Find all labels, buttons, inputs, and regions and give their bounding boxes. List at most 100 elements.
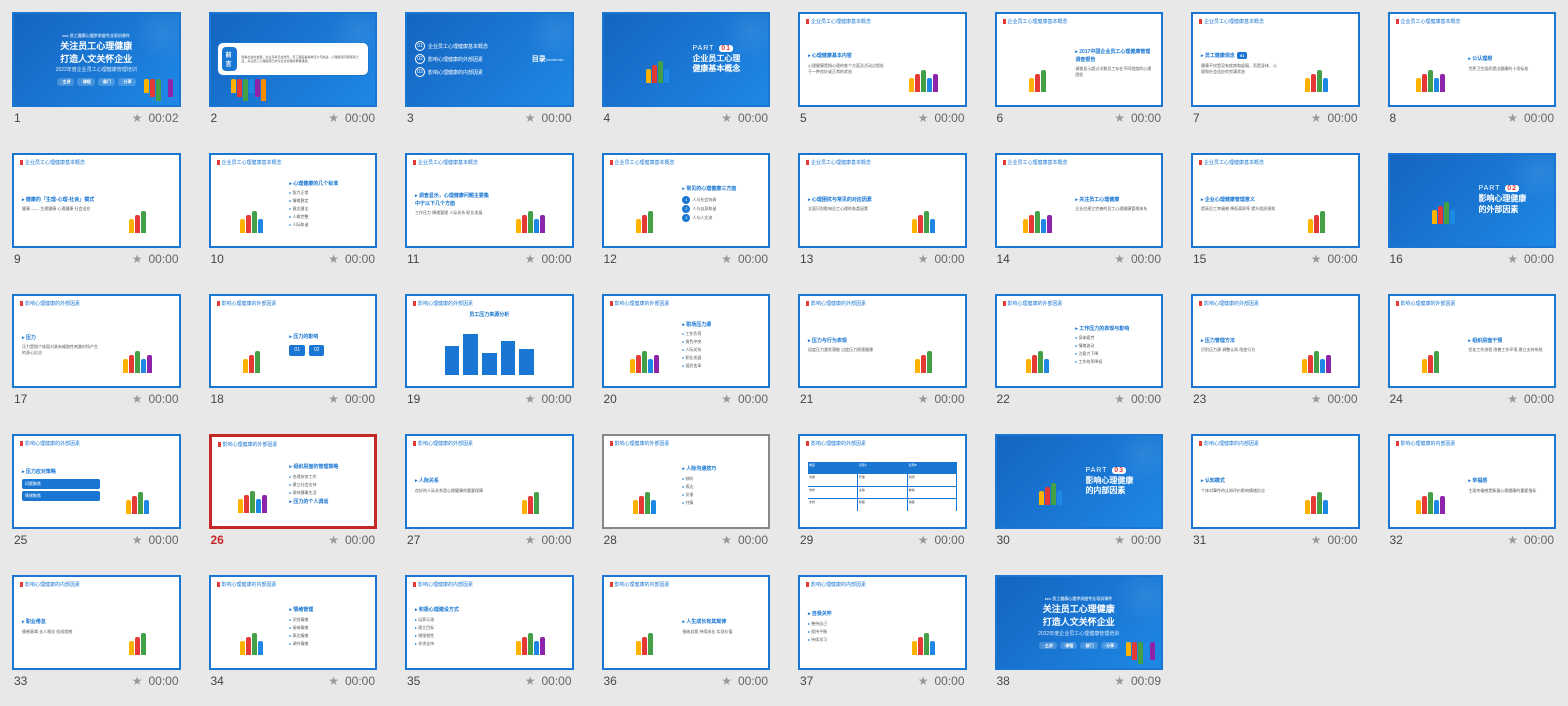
slide-thumbnail[interactable]: 影响心理健康的外部因素 ▸ 组织层面干预 优化工作流程 改善工作环境 建立支持系… xyxy=(1388,294,1557,389)
slide-number: 35 xyxy=(407,674,420,688)
slide-thumbnail[interactable]: PART 01 企业员工心理健康基本概念 xyxy=(602,12,771,107)
star-icon[interactable]: ★ xyxy=(1114,533,1125,547)
slide-thumbnail[interactable]: 影响心理健康的外部因素 ▸ 压力 压力是指个体面对具有威胁性刺激时所产生的身心反… xyxy=(12,294,181,389)
star-icon[interactable]: ★ xyxy=(328,252,339,266)
slide-thumbnail[interactable]: 影响心理健康的外部因素 ▸ 人际沟通技巧 倾听表达反馈共情 xyxy=(602,434,771,529)
slide-number: 23 xyxy=(1193,392,1206,406)
slide-duration: 00:00 xyxy=(934,111,964,125)
slide-info-row: 33 ★ 00:00 xyxy=(12,670,181,688)
slide-thumbnail[interactable]: 影响心理健康的内部因素 ▸ 积极心理建设方式 培养乐观建立目标增强韧性寻求支持 xyxy=(405,575,574,670)
slide-thumbnail[interactable]: 01企业员工心理健康基本概念02影响心理健康的外部因素03影响心理健康的内部因素… xyxy=(405,12,574,107)
star-icon[interactable]: ★ xyxy=(328,392,339,406)
star-icon[interactable]: ★ xyxy=(1311,392,1322,406)
slide-number: 37 xyxy=(800,674,813,688)
slide-thumbnail[interactable]: 企业员工心理健康基本概念 ▸ 心理健康的几个标准 智力正常情绪稳定意志健全人格完… xyxy=(209,153,378,248)
slide-thumbnail[interactable]: 企业员工心理健康基本概念 ▸ 心理困扰与常见的对应因素 全面识别影响员工心理的各… xyxy=(798,153,967,248)
slide-number: 38 xyxy=(997,674,1010,688)
star-icon[interactable]: ★ xyxy=(721,674,732,688)
slide-thumbnail[interactable]: 企业员工心理健康基本概念 ▸ 心理健康基本内容 心理健康是指心理的各个方面及活动… xyxy=(798,12,967,107)
star-icon[interactable]: ★ xyxy=(721,111,732,125)
slide-item: 影响心理健康的外部因素 ▸ 组织层面干预 优化工作流程 改善工作环境 建立支持系… xyxy=(1388,294,1557,407)
star-icon[interactable]: ★ xyxy=(1311,111,1322,125)
slide-thumbnail[interactable]: PART 02 影响心理健康的外部因素 xyxy=(1388,153,1557,248)
slide-number: 7 xyxy=(1193,111,1200,125)
slide-info-row: 9 ★ 00:00 xyxy=(12,248,181,266)
star-icon[interactable]: ★ xyxy=(328,674,339,688)
star-icon[interactable]: ★ xyxy=(328,111,339,125)
star-icon[interactable]: ★ xyxy=(1114,392,1125,406)
star-icon[interactable]: ★ xyxy=(132,111,143,125)
slide-thumbnail[interactable]: 影响心理健康的内部因素 ▸ 幸福感 主观幸福感是衡量心理健康的重要指标 xyxy=(1388,434,1557,529)
star-icon[interactable]: ★ xyxy=(918,252,929,266)
slide-thumbnail[interactable]: 影响心理健康的内部因素 ▸ 认知模式 个体对事件的认知评价影响情绪反应 xyxy=(1191,434,1360,529)
slide-thumbnail[interactable]: 影响心理健康的外部因素 ▸ 压力应对策略 问题聚焦情绪聚焦 xyxy=(12,434,181,529)
star-icon[interactable]: ★ xyxy=(721,252,732,266)
slide-thumbnail[interactable]: 企业员工心理健康基本概念 ▸ 关注员工心理健康 企业应建立完善的员工心理健康管理… xyxy=(995,153,1164,248)
star-icon[interactable]: ★ xyxy=(525,533,536,547)
slide-info-row: 36 ★ 00:00 xyxy=(602,670,771,688)
star-icon[interactable]: ★ xyxy=(132,392,143,406)
star-icon[interactable]: ★ xyxy=(132,252,143,266)
slide-item: 影响心理健康的外部因素 ▸ 职场压力源 工作负荷角色冲突人际关系职业发展组织变革… xyxy=(602,294,771,407)
star-icon[interactable]: ★ xyxy=(1311,533,1322,547)
slide-thumbnail[interactable]: 企业员工心理健康基本概念 ▸ 调查显示，心理健康问题主要集中于以下几个方面 工作… xyxy=(405,153,574,248)
slide-thumbnail[interactable]: 影响心理健康的外部因素 ▸ 压力的影响 0102 xyxy=(209,294,378,389)
slide-duration: 00:00 xyxy=(541,392,571,406)
star-icon[interactable]: ★ xyxy=(1114,252,1125,266)
star-icon[interactable]: ★ xyxy=(721,533,732,547)
slide-thumbnail[interactable]: 前言 随着社会的发展，企业竞争日益激烈，员工面临着各种压力与挑战，心理健康问题逐… xyxy=(209,12,378,107)
star-icon[interactable]: ★ xyxy=(1507,252,1518,266)
slide-thumbnail[interactable]: 影响心理健康的外部因素 员工压力来源分析 xyxy=(405,294,574,389)
slide-thumbnail[interactable]: 影响心理健康的外部因素 ▸ 工作压力的表现与影响 身体疲劳情绪波动注意力下降工作… xyxy=(995,294,1164,389)
slide-number: 32 xyxy=(1390,533,1403,547)
slide-number: 14 xyxy=(997,252,1010,266)
slide-thumbnail[interactable]: 影响心理健康的外部因素 维度表现A表现B沟通开放封闭协作主动被动支持积极消极 xyxy=(798,434,967,529)
slide-thumbnail[interactable]: 影响心理健康的外部因素 ▸ 组织层面的管理策略 合理安排工作建立社会支持保持健康… xyxy=(209,434,378,529)
slide-info-row: 6 ★ 00:00 xyxy=(995,107,1164,125)
star-icon[interactable]: ★ xyxy=(918,533,929,547)
star-icon[interactable]: ★ xyxy=(918,111,929,125)
star-icon[interactable]: ★ xyxy=(918,674,929,688)
slide-thumbnail[interactable]: 企业员工心理健康基本概念 ▸ 健康的「生理-心理-社会」模式 健康 —— 生理健… xyxy=(12,153,181,248)
slide-duration: 00:00 xyxy=(934,252,964,266)
star-icon[interactable]: ★ xyxy=(918,392,929,406)
star-icon[interactable]: ★ xyxy=(721,392,732,406)
slide-thumbnail[interactable]: 企业员工心理健康基本概念 ▸ 企业心理健康管理意义 提高员工幸福感 降低离职率 … xyxy=(1191,153,1360,248)
slide-thumbnail[interactable]: 企业员工心理健康基本概念 ▸ 2017中国企业员工心理健康管理调查报告 调查显示… xyxy=(995,12,1164,107)
star-icon[interactable]: ★ xyxy=(525,392,536,406)
star-icon[interactable]: ★ xyxy=(1311,252,1322,266)
star-icon[interactable]: ★ xyxy=(525,252,536,266)
slide-info-row: 18 ★ 00:00 xyxy=(209,388,378,406)
star-icon[interactable]: ★ xyxy=(1114,674,1125,688)
slide-thumbnail[interactable]: 影响心理健康的外部因素 ▸ 人际关系 良好的人际关系是心理健康的重要保障 xyxy=(405,434,574,529)
slide-thumbnail[interactable]: 影响心理健康的外部因素 ▸ 职场压力源 工作负荷角色冲突人际关系职业发展组织变革 xyxy=(602,294,771,389)
star-icon[interactable]: ★ xyxy=(1507,533,1518,547)
star-icon[interactable]: ★ xyxy=(328,533,339,547)
slide-duration: 00:00 xyxy=(1327,533,1357,547)
slide-number: 4 xyxy=(604,111,611,125)
star-icon[interactable]: ★ xyxy=(525,674,536,688)
slide-info-row: 13 ★ 00:00 xyxy=(798,248,967,266)
slide-thumbnail[interactable]: ▸▸▸ 员工健康心理学讲座专业培训课件 关注员工心理健康打造人文关怀企业 202… xyxy=(12,12,181,107)
slide-thumbnail[interactable]: 影响心理健康的外部因素 ▸ 压力管理方法 识别压力源 调整认知 改变行为 xyxy=(1191,294,1360,389)
slide-thumbnail[interactable]: ▸▸▸ 员工健康心理学讲座专业培训课件 关注员工心理健康打造人文关怀企业 202… xyxy=(995,575,1164,670)
slide-duration: 00:00 xyxy=(738,533,768,547)
star-icon[interactable]: ★ xyxy=(132,533,143,547)
slide-thumbnail[interactable]: 企业员工心理健康基本概念 ▸ 公认理想 世界卫生组织提出健康的十项标准 xyxy=(1388,12,1557,107)
slide-duration: 00:00 xyxy=(345,674,375,688)
slide-thumbnail[interactable]: PART 03 影响心理健康的内部因素 xyxy=(995,434,1164,529)
slide-thumbnail[interactable]: 影响心理健康的内部因素 ▸ 职业倦怠 情感衰竭 去人格化 低成就感 xyxy=(12,575,181,670)
slide-thumbnail[interactable]: 影响心理健康的外部因素 ▸ 压力与行为表现 适度压力激发潜能 过度压力损害健康 xyxy=(798,294,967,389)
slide-item: 前言 随着社会的发展，企业竞争日益激烈，员工面临着各种压力与挑战，心理健康问题逐… xyxy=(209,12,378,125)
star-icon[interactable]: ★ xyxy=(132,674,143,688)
star-icon[interactable]: ★ xyxy=(1507,392,1518,406)
slide-thumbnail[interactable]: 影响心理健康的内部因素 ▸ 人生成长有其规律 接纳自我 持续成长 实现价值 xyxy=(602,575,771,670)
slide-number: 22 xyxy=(997,392,1010,406)
star-icon[interactable]: ★ xyxy=(525,111,536,125)
slide-thumbnail[interactable]: 影响心理健康的内部因素 ▸ 情绪管理 识别情绪接纳情绪表达情绪调节情绪 xyxy=(209,575,378,670)
slide-thumbnail[interactable]: 企业员工心理健康基本概念 ▸ 常见的心理健康三方面 1人与社会协调2人与自身和谐… xyxy=(602,153,771,248)
slide-thumbnail[interactable]: 企业员工心理健康基本概念 ▸ 员工健康观念01 健康不仅是没有疾病和虚弱，而是身… xyxy=(1191,12,1360,107)
slide-thumbnail[interactable]: 影响心理健康的内部因素 ▸ 自我关怀 善待自己保持平衡持续学习 xyxy=(798,575,967,670)
star-icon[interactable]: ★ xyxy=(1507,111,1518,125)
star-icon[interactable]: ★ xyxy=(1114,111,1125,125)
